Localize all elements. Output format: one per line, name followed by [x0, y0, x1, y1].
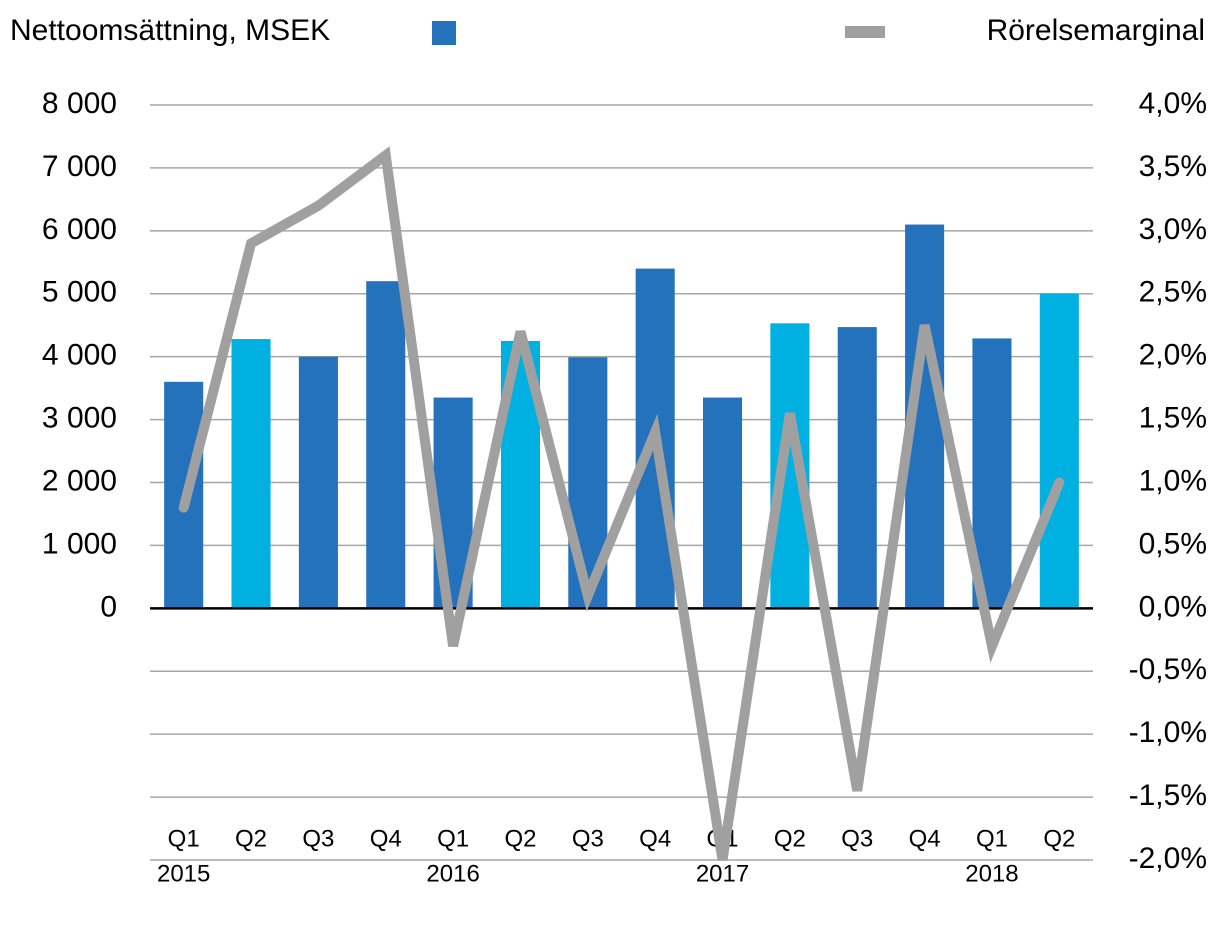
- y2-tick-label: 1,0%: [1139, 464, 1207, 497]
- x-year-label: 2017: [696, 860, 749, 887]
- y2-tick-label: 2,0%: [1139, 339, 1207, 372]
- x-tick-label: Q1: [976, 825, 1008, 852]
- y2-tick-label: 1,5%: [1139, 402, 1207, 435]
- y-tick-label: 8 000: [42, 87, 117, 120]
- line: [178, 146, 1065, 861]
- y2-tick-label: 4,0%: [1139, 87, 1207, 120]
- y-tick-label: 5 000: [42, 276, 117, 309]
- y2-tick-label: -2,0%: [1129, 842, 1207, 875]
- x-year-label: 2015: [157, 860, 210, 887]
- x-tick-label: Q2: [235, 825, 267, 852]
- y2-tick-label: 3,5%: [1139, 150, 1207, 183]
- x-tick-label: Q3: [841, 825, 873, 852]
- y-tick-label: 4 000: [42, 339, 117, 372]
- x-tick-label: Q2: [504, 825, 536, 852]
- legend-label: Rörelsemarginal: [987, 14, 1205, 47]
- y-tick-label: 2 000: [42, 464, 117, 497]
- x-tick-label: Q4: [909, 825, 941, 852]
- x-year-label: 2018: [965, 860, 1018, 887]
- y-tick-label: 0: [100, 590, 117, 623]
- bar: [298, 356, 338, 609]
- y2-tick-label: -1,5%: [1129, 779, 1207, 812]
- x-tick-label: Q4: [370, 825, 402, 852]
- bar: [1039, 293, 1079, 609]
- y2-tick-label: 0,0%: [1139, 590, 1207, 623]
- x-tick-label: Q1: [168, 825, 200, 852]
- y2-tick-label: 3,0%: [1139, 213, 1207, 246]
- y-tick-label: 6 000: [42, 213, 117, 246]
- bar: [231, 339, 271, 609]
- x-tick-label: Q1: [437, 825, 469, 852]
- x-tick-label: Q3: [572, 825, 604, 852]
- bar: [837, 327, 877, 609]
- y2-tick-label: 0,5%: [1139, 527, 1207, 560]
- legend-swatch: [432, 21, 456, 45]
- y2-tick-label: 2,5%: [1139, 276, 1207, 309]
- x-tick-label: Q4: [639, 825, 671, 852]
- y-tick-label: 3 000: [42, 402, 117, 435]
- x-year-label: 2016: [426, 860, 479, 887]
- legend-label: Nettoomsättning, MSEK: [10, 14, 330, 47]
- y-tick-label: 1 000: [42, 527, 117, 560]
- bar: [366, 281, 406, 609]
- x-tick-label: Q2: [1043, 825, 1075, 852]
- x-tick-label: Q3: [302, 825, 334, 852]
- y-tick-label: 7 000: [42, 150, 117, 183]
- x-tick-label: Q2: [774, 825, 806, 852]
- y2-tick-label: -0,5%: [1129, 653, 1207, 686]
- y2-tick-label: -1,0%: [1129, 716, 1207, 749]
- bar: [703, 397, 743, 609]
